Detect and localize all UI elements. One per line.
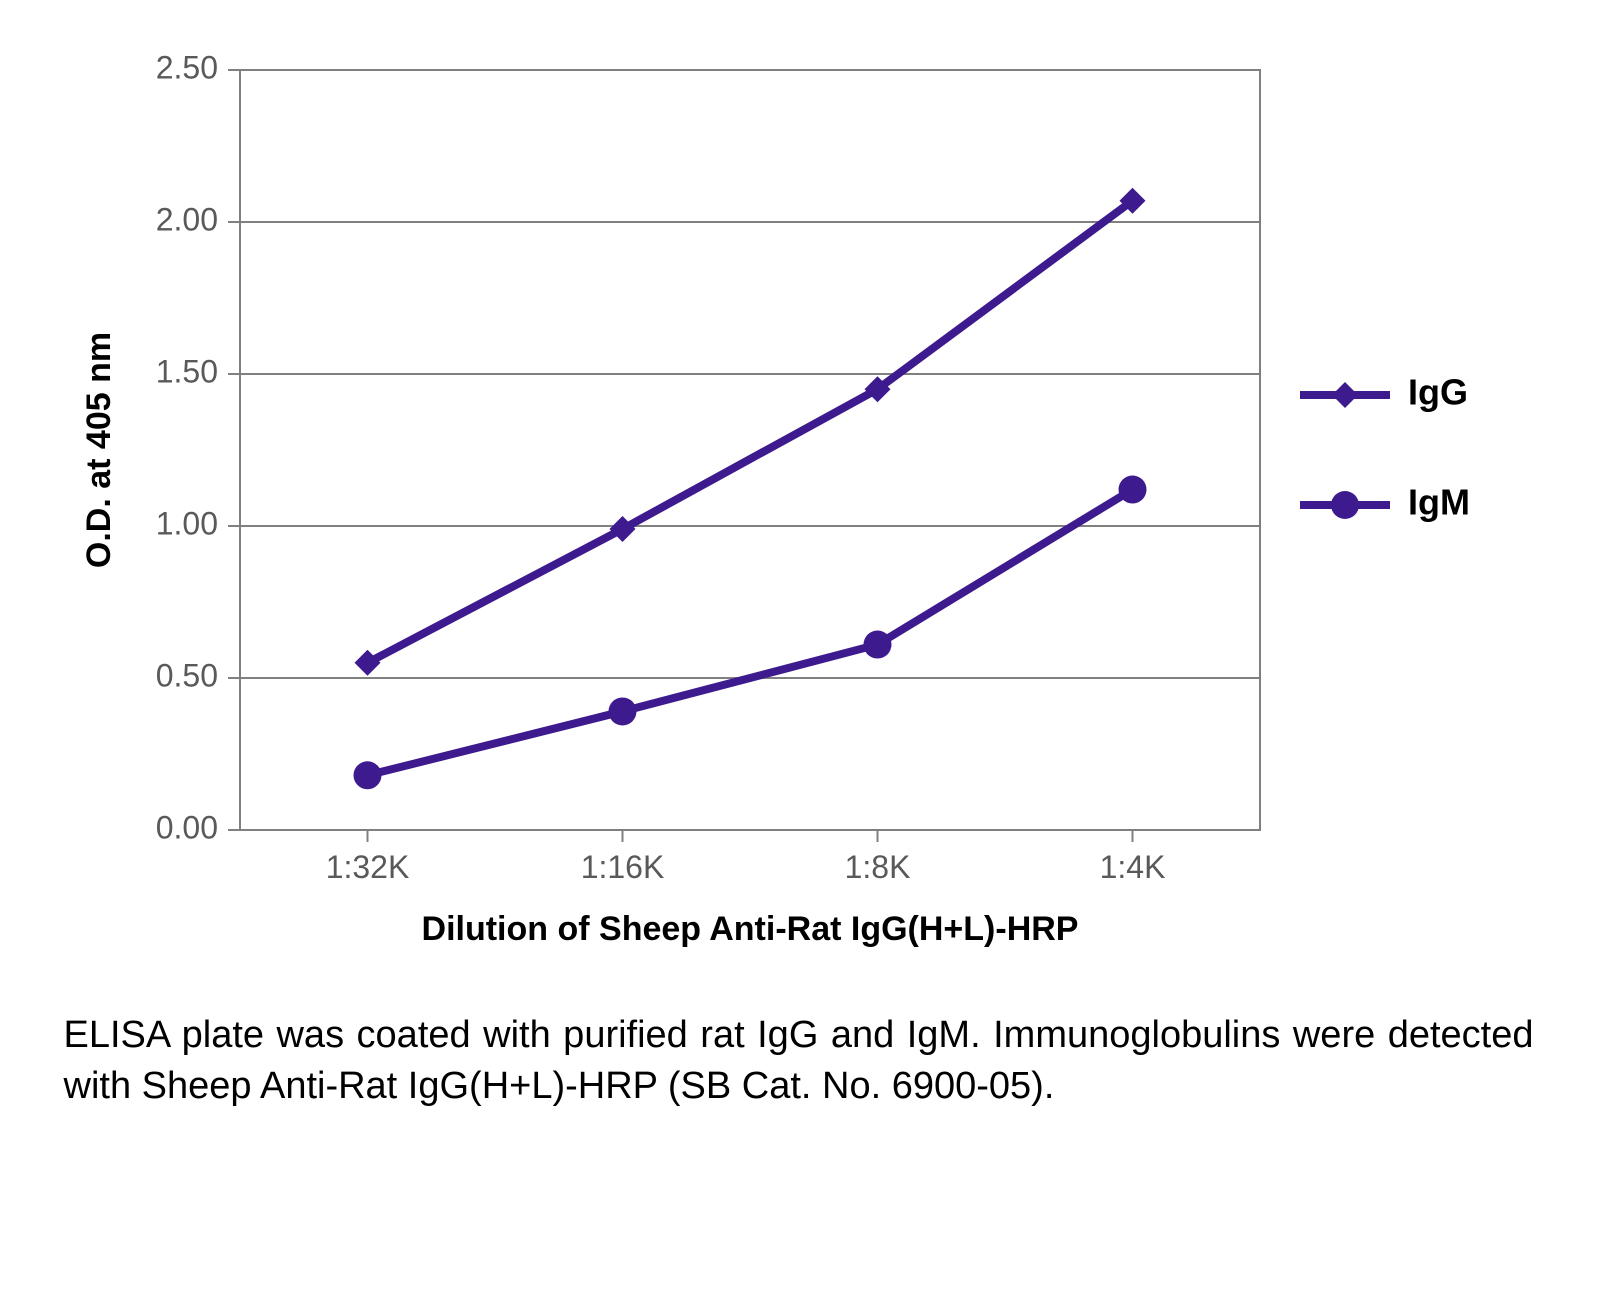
chart-bg [60,40,1537,1000]
marker-circle [1331,491,1359,519]
figure-caption: ELISA plate was coated with purified rat… [64,1010,1534,1113]
y-tick-label: 0.50 [156,657,218,693]
y-tick-label: 2.00 [156,201,218,237]
y-axis-label: O.D. at 405 nm [80,332,118,568]
marker-circle [354,761,382,789]
legend-label: IgM [1408,482,1470,523]
page: 0.00 0.50 1.00 1.50 2.00 2.50 1:32K 1:16K 1:8K 1:… [0,0,1597,1306]
chart-container: 0.00 0.50 1.00 1.50 2.00 2.50 1:32K 1:16K 1:8K 1:… [60,40,1537,1000]
marker-circle [864,631,892,659]
marker-circle [609,697,637,725]
line-chart: 0.00 0.50 1.00 1.50 2.00 2.50 1:32K 1:16K 1:8K 1:… [60,40,1537,1000]
y-tick-label: 0.00 [156,809,218,845]
legend-label: IgG [1408,372,1468,413]
y-tick-label: 1.00 [156,505,218,541]
y-tick-label: 1.50 [156,353,218,389]
x-tick-label: 1:8K [845,849,911,885]
x-tick-label: 1:4K [1100,849,1166,885]
y-tick-label: 2.50 [156,49,218,85]
x-axis-label: Dilution of Sheep Anti-Rat IgG(H+L)-HRP [422,910,1079,948]
marker-circle [1119,476,1147,504]
x-tick-label: 1:32K [326,849,410,885]
x-tick-label: 1:16K [581,849,665,885]
